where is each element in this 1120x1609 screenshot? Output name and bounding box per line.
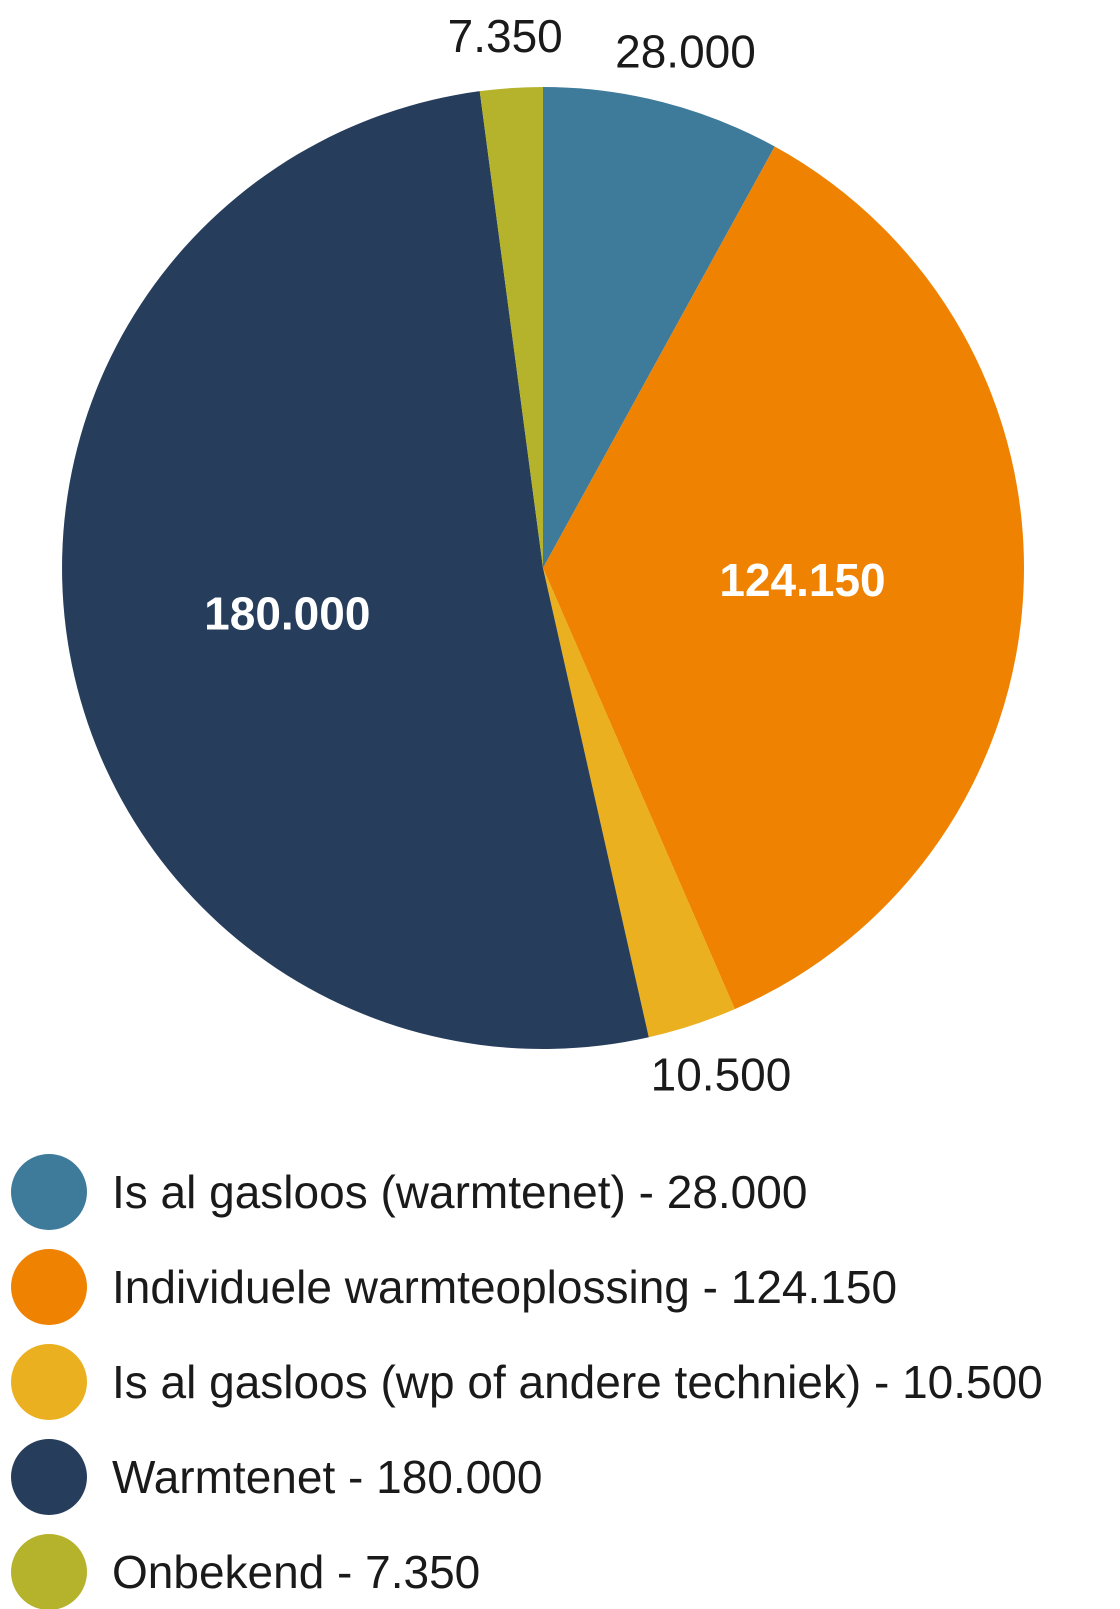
legend-swatch [11, 1534, 87, 1609]
legend-label: Onbekend - 7.350 [112, 1546, 480, 1598]
legend-label: Individuele warmteoplossing - 124.150 [112, 1261, 897, 1313]
legend-label: Warmtenet - 180.000 [112, 1451, 542, 1503]
pie-slice-is-al-gasloos-warmtenet [543, 87, 775, 568]
legend-label: Is al gasloos (warmtenet) - 28.000 [112, 1166, 807, 1218]
pie-value-labels: 28.000 124.150 10.500 180.000 7.350 [204, 10, 885, 1100]
legend-item-warmtenet: Warmtenet - 180.000 [11, 1439, 542, 1515]
legend-item-is-al-gasloos-warmtenet: Is al gasloos (warmtenet) - 28.000 [11, 1154, 807, 1230]
legend-item-individuele-warmteoplossing: Individuele warmteoplossing - 124.150 [11, 1249, 897, 1325]
slice-value-label-individuele-warmteoplossing: 124.150 [719, 554, 885, 606]
legend-item-is-al-gasloos-wp-of-andere-techniek: Is al gasloos (wp of andere techniek) - … [11, 1344, 1043, 1420]
legend-item-onbekend: Onbekend - 7.350 [11, 1534, 480, 1609]
pie-slice-individuele-warmteoplossing [543, 146, 1024, 1010]
slice-value-label-is-al-gasloos-warmtenet: 28.000 [615, 26, 756, 78]
slice-value-label-is-al-gasloos-wp-of-andere-techniek: 10.500 [651, 1049, 792, 1101]
pie-slice-onbekend [479, 87, 543, 568]
pie-slices [62, 87, 1024, 1049]
legend-swatch [11, 1249, 87, 1325]
legend-swatch [11, 1439, 87, 1515]
legend-swatch [11, 1154, 87, 1230]
pie-slice-warmtenet [62, 91, 649, 1049]
slice-value-label-warmtenet: 180.000 [204, 588, 370, 640]
legend-swatch [11, 1344, 87, 1420]
legend-label: Is al gasloos (wp of andere techniek) - … [112, 1356, 1043, 1408]
legend: Is al gasloos (warmtenet) - 28.000 Indivi… [11, 1154, 1043, 1609]
slice-value-label-onbekend: 7.350 [448, 10, 563, 62]
pie-slice-is-al-gasloos-wp-of-andere-techniek [543, 568, 735, 1038]
